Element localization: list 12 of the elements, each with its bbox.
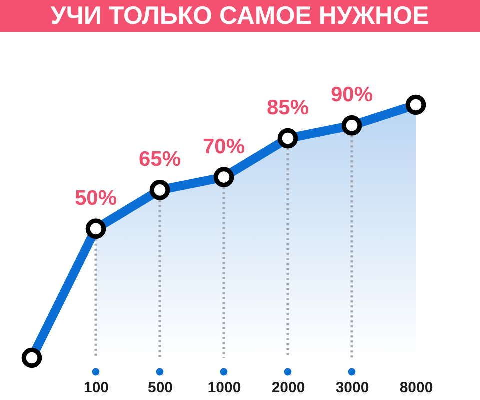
x-tick-label: 3000 xyxy=(336,380,370,396)
data-label: 85% xyxy=(266,96,310,120)
chart-title: УЧИ ТОЛЬКО САМОЕ НУЖНОЕ xyxy=(50,1,430,31)
x-tick-label: 1000 xyxy=(208,380,242,396)
data-label: 70% xyxy=(202,135,246,158)
x-tick-label: 100 xyxy=(84,380,110,396)
x-tick-label: 2000 xyxy=(272,380,306,396)
data-label: 90% xyxy=(330,84,374,107)
x-tick-label: 500 xyxy=(148,380,174,396)
x-tick-label: 8000 xyxy=(400,380,434,396)
data-label: 65% xyxy=(138,148,182,172)
data-label: 50% xyxy=(74,186,118,210)
